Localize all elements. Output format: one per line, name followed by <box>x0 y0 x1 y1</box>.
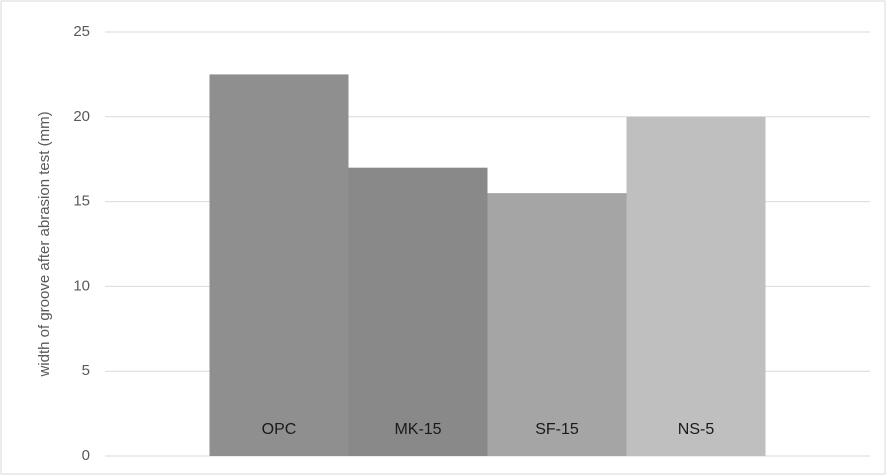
bar <box>348 167 488 456</box>
y-tick-label: 0 <box>82 447 90 464</box>
y-tick-label: 10 <box>73 277 90 294</box>
y-axis-label: width of groove after abrasion test (mm) <box>36 111 53 377</box>
y-tick-label: 15 <box>73 193 90 210</box>
category-label: OPC <box>262 421 297 438</box>
category-label: NS-5 <box>678 421 715 438</box>
bar <box>209 74 349 457</box>
y-tick-label: 20 <box>73 108 90 125</box>
bar <box>487 193 627 456</box>
y-tick-label: 5 <box>82 362 90 379</box>
category-label: SF-15 <box>535 421 579 438</box>
bar <box>626 116 766 457</box>
y-tick-label: 25 <box>73 23 90 40</box>
category-label: MK-15 <box>394 421 441 438</box>
